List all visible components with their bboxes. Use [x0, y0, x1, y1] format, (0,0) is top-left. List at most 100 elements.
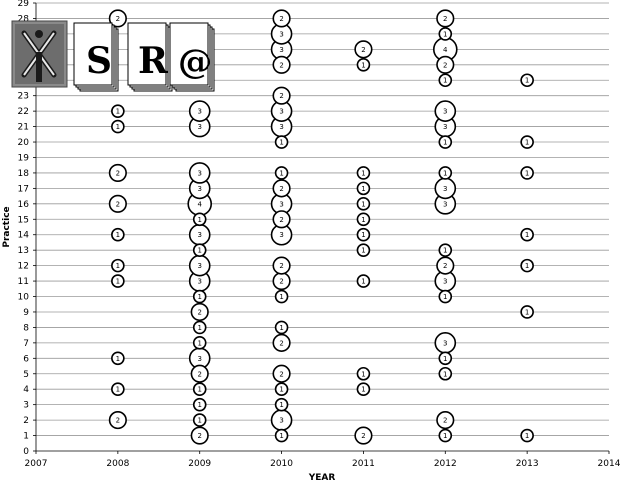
- bubble: 1: [356, 181, 371, 196]
- y-tick-label: 1: [23, 432, 29, 442]
- bubble: 1: [520, 428, 534, 443]
- y-tick-label: 16: [18, 200, 30, 210]
- y-tick-label: 2: [23, 416, 29, 426]
- bubble-circle: [272, 179, 291, 198]
- bubble-label: 2: [116, 169, 120, 177]
- bubble: 1: [111, 258, 125, 273]
- bubble: 1: [520, 135, 534, 149]
- bubble-label: 1: [197, 386, 201, 394]
- bubble-label: 3: [197, 185, 201, 193]
- x-tick-label: 2010: [270, 459, 293, 469]
- bubble-circle: [436, 411, 455, 430]
- bubble-circle: [356, 197, 371, 211]
- x-tick-label: 2014: [598, 459, 620, 469]
- bubble: 2: [108, 411, 127, 430]
- bubble-circle: [108, 194, 127, 213]
- bubble: 1: [111, 227, 125, 242]
- logo-figure-body-icon: [36, 52, 42, 82]
- bubble: 2: [190, 426, 209, 445]
- bubble-label: 1: [361, 278, 365, 286]
- bubble: 1: [192, 243, 207, 257]
- logo-cards: S R @: [73, 22, 215, 92]
- bubble-circle: [520, 305, 534, 319]
- bubble-label: 1: [361, 231, 365, 239]
- bubble-label: 1: [361, 200, 365, 208]
- bubble-circle: [272, 210, 291, 229]
- logo-letter: R: [138, 40, 169, 82]
- bubble-label: 1: [525, 139, 529, 147]
- bubble: 1: [438, 243, 453, 257]
- y-tick-label: 19: [18, 153, 30, 163]
- bubble: 2: [272, 256, 291, 275]
- bubble-label: 3: [443, 108, 447, 116]
- bubble: 1: [356, 366, 371, 381]
- y-tick-label: 9: [23, 308, 29, 318]
- bubble-label: 2: [361, 432, 365, 440]
- bubble-circle: [272, 9, 291, 28]
- bubble: 1: [438, 73, 453, 88]
- x-tick-label: 2013: [516, 459, 539, 469]
- x-tick-label: 2011: [352, 459, 375, 469]
- bubble: 2: [272, 333, 291, 352]
- x-tick-labels: 2007 2008 2009 2010 2011 2012 2013 2014: [25, 451, 620, 469]
- y-tick-label: 23: [18, 92, 29, 102]
- bubble-label: 2: [279, 185, 283, 193]
- bubble-circle: [438, 289, 453, 304]
- y-tick-label: 11: [18, 277, 29, 287]
- bubble-circle: [356, 166, 371, 180]
- bubble-label: 3: [197, 278, 201, 286]
- bubble-label: 1: [443, 355, 447, 363]
- bubble-label: 1: [279, 432, 283, 440]
- bubble: 1: [192, 320, 207, 335]
- bubble: 1: [111, 119, 125, 134]
- bubble-label: 1: [361, 247, 365, 255]
- bubble-label: 4: [443, 46, 448, 54]
- bubble-label: 3: [279, 123, 283, 131]
- bubble-circle: [274, 320, 289, 335]
- bubble-label: 2: [279, 15, 283, 23]
- bubble: 2: [436, 55, 455, 74]
- bubble-label: 2: [116, 200, 120, 208]
- bubble-label: 1: [197, 247, 201, 255]
- bubble: 1: [520, 258, 534, 273]
- bubble-circle: [272, 333, 291, 352]
- bubble-circle: [520, 166, 534, 180]
- bubble: 2: [108, 194, 127, 213]
- bubble: 1: [274, 320, 289, 335]
- bubble-label: 1: [443, 139, 447, 147]
- bubble: 1: [274, 428, 289, 443]
- bubble-circle: [274, 289, 289, 304]
- bubble-circle: [356, 243, 371, 257]
- bubble-circle: [111, 274, 125, 288]
- bubble-label: 1: [116, 355, 120, 363]
- y-tick-label: 20: [18, 138, 30, 148]
- bubble-label: 3: [443, 200, 447, 208]
- bubble-circle: [272, 55, 291, 74]
- bubble: 1: [520, 73, 534, 88]
- bubbles: 4 4 3 3 3 3 3 3 3 3 3 3 3 3 3 3 3 3 3 3 3 3 3 2 2 2 2 2 2 2 2 2 2 2 2 2 2 2 2 2…: [108, 9, 534, 445]
- bubble: 1: [111, 274, 125, 288]
- y-tick-label: 14: [18, 231, 30, 241]
- logo-letter: @: [178, 42, 212, 82]
- logo-letter: S: [86, 40, 112, 82]
- bubble: 1: [274, 289, 289, 304]
- bubble: 1: [274, 166, 289, 180]
- bubble: 1: [274, 397, 289, 412]
- bubble-circle: [192, 413, 207, 427]
- bubble-circle: [192, 382, 207, 397]
- bubble: 2: [272, 364, 291, 383]
- y-tick-label: 22: [18, 107, 29, 117]
- bubble-circle: [436, 256, 455, 275]
- bubble-label: 1: [116, 386, 120, 394]
- y-tick-label: 12: [18, 262, 29, 272]
- bubble-circle: [274, 135, 289, 149]
- bubble-circle: [438, 351, 453, 366]
- bubble-circle: [111, 104, 125, 118]
- y-tick-label: 4: [23, 385, 29, 395]
- bubble-label: 1: [279, 324, 283, 332]
- bubble: 2: [108, 9, 127, 28]
- bubble: 1: [356, 243, 371, 257]
- bubble-label: 2: [279, 61, 283, 69]
- bubble: 1: [111, 351, 125, 366]
- y-tick-label: 6: [23, 354, 29, 364]
